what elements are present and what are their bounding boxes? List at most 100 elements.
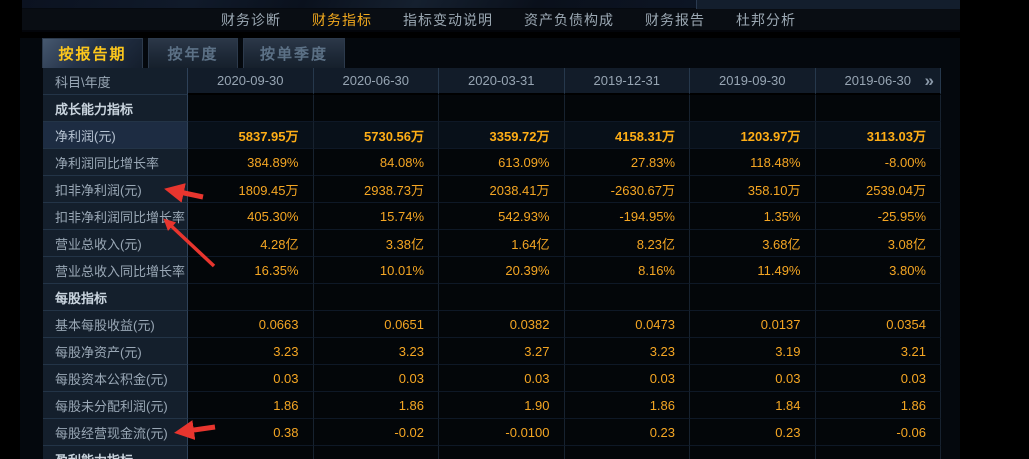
column-header-label: 2019-06-30 [844, 73, 912, 88]
tab-period-2[interactable]: 按单季度 [243, 38, 345, 68]
nav-item-5[interactable]: 杜邦分析 [736, 11, 796, 28]
value-cell: 84.08% [313, 149, 439, 176]
value-cell: 1.64亿 [439, 230, 565, 257]
table-row: 扣非净利润(元) 1809.45万 2938.73万 2038.41万 -2630.67… [43, 176, 941, 203]
value-cell: 20.39% [439, 257, 565, 284]
value-cell: 16.35% [188, 257, 314, 284]
value-cell: 0.23 [564, 419, 690, 446]
value-cell: -0.0100 [439, 419, 565, 446]
row-label: 营业总收入同比增长率 [43, 257, 188, 284]
value-cell: 0.38 [188, 419, 314, 446]
banner-highlight-segment [696, 0, 960, 9]
row-label: 净利润同比增长率 [43, 149, 188, 176]
column-header-date: 2019-12-31 [564, 68, 690, 95]
value-cell [313, 284, 439, 311]
nav-item-2[interactable]: 指标变动说明 [403, 11, 493, 28]
value-cell: 1.86 [564, 392, 690, 419]
column-header-date: 2020-06-30 [313, 68, 439, 95]
value-cell: 2539.04万 [815, 176, 941, 203]
nav-item-3[interactable]: 资产负债构成 [524, 11, 614, 28]
value-cell: 0.03 [690, 365, 816, 392]
value-cell: -8.00% [815, 149, 941, 176]
value-cell: 3.68亿 [690, 230, 816, 257]
value-cell [313, 95, 439, 122]
value-cell: 1809.45万 [188, 176, 314, 203]
value-cell [564, 446, 690, 459]
value-cell: 3.80% [815, 257, 941, 284]
row-label: 基本每股收益(元) [43, 311, 188, 338]
value-cell [313, 446, 439, 459]
section-row: 成长能力指标 [43, 95, 941, 122]
table-row: 每股净资产(元) 3.23 3.23 3.27 3.23 3.19 3.21 [43, 338, 941, 365]
value-cell: 0.03 [564, 365, 690, 392]
table-row: 净利润同比增长率 384.89% 84.08% 613.09% 27.83% 118.48… [43, 149, 941, 176]
value-cell [815, 284, 941, 311]
value-cell [690, 284, 816, 311]
value-cell: 3.38亿 [313, 230, 439, 257]
value-cell: 613.09% [439, 149, 565, 176]
value-cell [188, 446, 314, 459]
column-header-date: 2020-09-30 [188, 68, 314, 95]
value-cell: 3.23 [313, 338, 439, 365]
table-row: 每股未分配利润(元) 1.86 1.86 1.90 1.86 1.84 1.86 [43, 392, 941, 419]
value-cell: 3.23 [188, 338, 314, 365]
value-cell: 27.83% [564, 149, 690, 176]
table-row: 营业总收入(元) 4.28亿 3.38亿 1.64亿 8.23亿 3.68亿 3.08亿 [43, 230, 941, 257]
section-row: 每股指标 [43, 284, 941, 311]
value-cell: 1.86 [188, 392, 314, 419]
value-cell: 358.10万 [690, 176, 816, 203]
value-cell: 0.03 [815, 365, 941, 392]
column-header-label: 2020-06-30 [342, 73, 410, 88]
column-header-label: 2020-09-30 [217, 73, 284, 88]
table-row: 每股资本公积金(元) 0.03 0.03 0.03 0.03 0.03 0.03 [43, 365, 941, 392]
column-header-date: 2019-09-30 [690, 68, 816, 95]
value-cell: 0.03 [313, 365, 439, 392]
value-cell: 0.0663 [188, 311, 314, 338]
value-cell: 1.35% [690, 203, 816, 230]
value-cell [188, 95, 314, 122]
financial-table: 科目\年度 2020-09-30 2020-06-30 2020-03-31 2019-… [43, 68, 941, 459]
row-label: 每股净资产(元) [43, 338, 188, 365]
tab-period-0[interactable]: 按报告期 [42, 38, 143, 68]
table-header-row: 科目\年度 2020-09-30 2020-06-30 2020-03-31 2019-… [43, 68, 941, 95]
column-header-date: 2019-06-30 » [815, 68, 941, 95]
value-cell: 3359.72万 [439, 122, 565, 149]
row-label: 盈利能力指标 [43, 446, 188, 459]
value-cell: 2038.41万 [439, 176, 565, 203]
value-cell: -0.06 [815, 419, 941, 446]
value-cell: 3.08亿 [815, 230, 941, 257]
value-cell: 3.21 [815, 338, 941, 365]
value-cell [564, 284, 690, 311]
value-cell [690, 95, 816, 122]
top-banner [22, 0, 960, 9]
nav-item-4[interactable]: 财务报告 [645, 11, 705, 28]
value-cell [815, 446, 941, 459]
row-label: 每股未分配利润(元) [43, 392, 188, 419]
next-columns-icon[interactable]: » [924, 70, 935, 90]
row-label: 成长能力指标 [43, 95, 188, 122]
section-row: 盈利能力指标 [43, 446, 941, 459]
nav-item-0[interactable]: 财务诊断 [221, 11, 281, 28]
value-cell: 11.49% [690, 257, 816, 284]
table-row: 营业总收入同比增长率 16.35% 10.01% 20.39% 8.16% 11.49% 3… [43, 257, 941, 284]
value-cell: 5837.95万 [188, 122, 314, 149]
tab-period-1[interactable]: 按年度 [148, 38, 238, 68]
value-cell: 542.93% [439, 203, 565, 230]
value-cell: 4158.31万 [564, 122, 690, 149]
value-cell: -25.95% [815, 203, 941, 230]
row-label: 净利润(元) [43, 122, 188, 149]
table-row: 扣非净利润同比增长率 405.30% 15.74% 542.93% -194.95% 1.… [43, 203, 941, 230]
value-cell: 118.48% [690, 149, 816, 176]
value-cell [188, 284, 314, 311]
period-tabs: 按报告期 按年度 按单季度 [42, 38, 345, 68]
table-row: 净利润(元) 5837.95万 5730.56万 3359.72万 4158.31万 12… [43, 122, 941, 149]
value-cell: 5730.56万 [313, 122, 439, 149]
nav-item-1[interactable]: 财务指标 [312, 11, 372, 28]
value-cell [439, 446, 565, 459]
row-label: 扣非净利润(元) [43, 176, 188, 203]
row-label: 营业总收入(元) [43, 230, 188, 257]
value-cell: 15.74% [313, 203, 439, 230]
value-cell: 405.30% [188, 203, 314, 230]
value-cell: 3.19 [690, 338, 816, 365]
